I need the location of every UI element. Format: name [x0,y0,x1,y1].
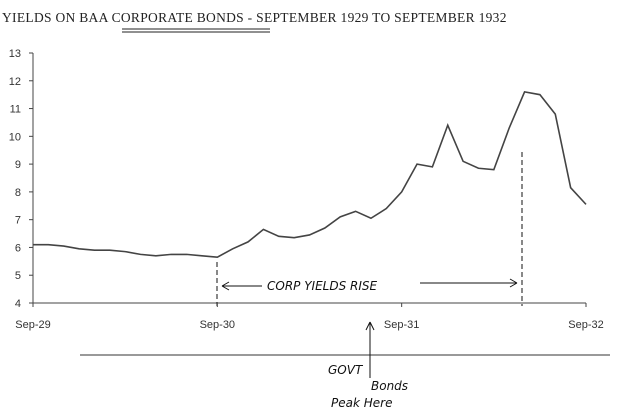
x-tick-label: Sep-32 [568,319,603,331]
title-part: CORPORATE BONDS [112,10,244,25]
title-part: - SEPTEMBER 1929 TO SEPTEMBER 1932 [244,10,507,25]
annotation: Bonds [371,379,408,393]
y-tick-label: 12 [9,76,21,88]
annotation: Peak Here [331,396,392,410]
x-tick-label: Sep-31 [384,319,419,331]
y-tick-label: 6 [15,242,21,254]
annotation-arrow [420,278,518,288]
chart-title: YIELDS ON BAA CORPORATE BONDS - SEPTEMBE… [2,10,507,25]
line [33,90,587,258]
annotation: GOVT [328,363,364,377]
y-tick-label: 11 [10,104,21,116]
annotation-arrow [221,281,262,291]
y-tick-label: 4 [15,298,21,310]
y-tick-label: 9 [15,159,21,171]
title-part: YIELDS ON BAA [2,10,112,25]
x-tick-label: Sep-29 [15,319,50,331]
y-tick-label: 7 [15,215,21,227]
annotation-arrow [365,321,375,378]
y-tick-label: 10 [9,131,21,143]
annotation: CORP YIELDS RISE [267,279,378,293]
y-tick-label: 5 [15,270,21,282]
y-tick-label: 13 [9,48,21,60]
y-tick-label: 8 [15,187,21,199]
x-tick-label: Sep-30 [200,319,235,331]
